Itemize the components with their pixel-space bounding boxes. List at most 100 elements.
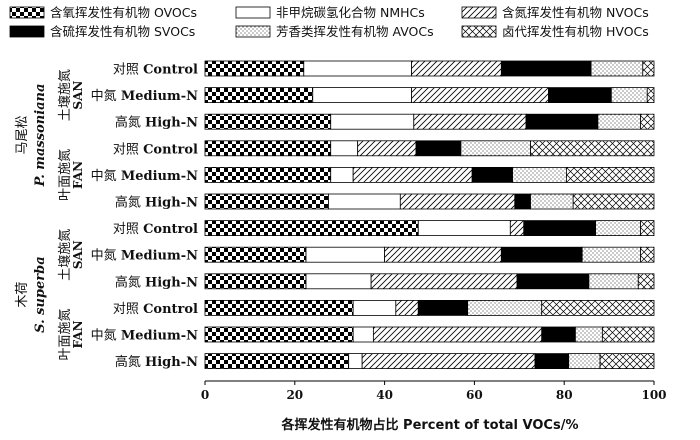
bar-segment-5-row-6	[530, 193, 574, 210]
bar-segment-2-row-4	[330, 140, 359, 157]
row-label: 高氮 High-N	[115, 274, 198, 290]
bar-segment-3-row-5	[352, 166, 473, 183]
bar-segment-4-row-6	[514, 193, 531, 210]
bar-segment-4-row-3	[525, 113, 599, 130]
bar-segment-1-row-9	[204, 273, 307, 290]
bar-segment-3-row-3	[413, 113, 527, 130]
bar-segment-6-row-10	[541, 299, 655, 316]
treatment-group-label: 土壤施氮	[57, 229, 73, 281]
x-axis-label: 各挥发性有机物占比 Percent of total VOCs/%	[281, 417, 579, 433]
row-label: 高氮 High-N	[115, 115, 198, 131]
row-label: 中氮 Medium-N	[91, 89, 198, 104]
legend-label-6: 卤代挥发性有机物 HVOCs	[502, 24, 649, 39]
species-label-cn: 木荷	[15, 282, 30, 308]
bar-segment-4-row-11	[541, 326, 576, 343]
bar-segment-4-row-5	[471, 166, 513, 183]
treatment-group-abbr: FAN	[71, 320, 85, 348]
bar-segment-5-row-2	[610, 87, 648, 103]
bar-segment-6-row-1	[642, 60, 655, 77]
bar-segment-6-row-3	[640, 113, 655, 130]
row-label: 中氮 Medium-N	[91, 169, 198, 184]
legend-swatch-2	[235, 6, 271, 19]
treatment-group-label: 叶面施氮	[58, 308, 73, 360]
bar-segment-4-row-2	[548, 87, 612, 103]
bar-segment-3-row-10	[395, 299, 419, 316]
bar-segment-6-row-9	[637, 273, 655, 290]
bar-segment-3-row-4	[357, 140, 417, 157]
bar-segment-1-row-11	[204, 326, 354, 343]
bar-segment-1-row-5	[204, 166, 332, 183]
legend-swatch-5	[235, 25, 271, 38]
bar-segment-2-row-7	[417, 220, 511, 237]
bar-segment-5-row-3	[597, 113, 641, 130]
treatment-group-abbr: SAN	[71, 240, 85, 269]
bar-segment-1-row-4	[204, 140, 332, 157]
bar-segment-2-row-12	[348, 353, 363, 370]
bar-segment-5-row-1	[590, 60, 644, 77]
species-label-cn: 马尾松	[15, 115, 30, 154]
legend-label-2: 非甲烷碳氢化合物 NMHCs	[276, 5, 425, 20]
bars	[204, 60, 655, 370]
bar-segment-3-row-1	[411, 60, 502, 77]
legend-swatch-1	[9, 6, 45, 19]
row-label: 对照 Control	[113, 222, 198, 237]
legend: 含氧挥发性有机物 OVOCs 非甲烷碳氢化合物 NMHCs 含氮挥发性有机物 NVO…	[9, 5, 649, 39]
species-label-latin: P. massoniana	[33, 84, 48, 188]
bar-segment-4-row-9	[516, 273, 590, 290]
bar-segment-3-row-2	[411, 87, 549, 103]
x-tick-label: 60	[466, 388, 483, 402]
bar-segment-5-row-9	[588, 273, 639, 290]
bar-segment-3-row-8	[384, 246, 502, 263]
x-tick-label: 20	[286, 388, 303, 402]
row-label: 中氮 Medium-N	[91, 249, 198, 264]
bar-segment-3-row-7	[509, 220, 525, 237]
bar-segment-1-row-12	[204, 353, 350, 370]
row-label: 对照 Control	[113, 142, 198, 157]
bar-segment-5-row-12	[568, 353, 601, 370]
legend-label-1: 含氧挥发性有机物 OVOCs	[50, 5, 197, 20]
legend-swatch-6	[461, 25, 497, 38]
bar-segment-4-row-10	[417, 299, 469, 316]
bar-segment-3-row-6	[399, 193, 516, 210]
bar-segment-1-row-7	[204, 220, 419, 237]
bar-segment-6-row-6	[572, 193, 655, 210]
x-axis: 0 20 40 60 80 100	[201, 380, 667, 402]
bar-segment-1-row-1	[204, 60, 305, 77]
bar-segment-2-row-8	[305, 246, 385, 263]
bar-segment-5-row-10	[467, 299, 543, 316]
bar-segment-6-row-8	[640, 246, 655, 263]
row-label: 对照 Control	[113, 302, 198, 317]
bar-segment-1-row-2	[204, 87, 314, 103]
row-labels: 对照 Control 中氮 Medium-N 高氮 High-N 对照 Control…	[91, 63, 198, 371]
bar-segment-5-row-11	[575, 326, 603, 343]
x-tick-label: 80	[556, 388, 573, 402]
bar-segment-4-row-12	[534, 353, 570, 370]
bar-segment-1-row-6	[204, 193, 329, 210]
bar-segment-3-row-9	[370, 273, 518, 290]
bar-segment-6-row-5	[566, 166, 655, 183]
bar-segment-5-row-7	[595, 220, 641, 237]
bar-segment-4-row-4	[415, 140, 462, 157]
treatment-group-abbr: FAN	[71, 161, 85, 189]
row-label: 中氮 Medium-N	[91, 329, 198, 344]
legend-label-3: 含氮挥发性有机物 NVOCs	[502, 5, 649, 20]
bar-segment-2-row-1	[303, 60, 412, 77]
bar-segment-6-row-12	[599, 353, 655, 370]
bar-segment-6-row-2	[646, 87, 655, 103]
bar-segment-6-row-7	[640, 220, 655, 237]
bar-segment-1-row-3	[204, 113, 332, 130]
bar-segment-5-row-5	[512, 166, 567, 183]
legend-swatch-4	[9, 25, 45, 38]
bar-segment-3-row-11	[372, 326, 543, 343]
bar-segment-5-row-8	[581, 246, 641, 263]
bar-segment-1-row-8	[204, 246, 307, 263]
x-tick-label: 0	[201, 388, 209, 402]
bar-segment-2-row-2	[312, 87, 412, 103]
bar-segment-2-row-11	[352, 326, 374, 343]
legend-label-4: 含硫挥发性有机物 SVOCs	[50, 24, 195, 39]
bar-segment-2-row-5	[330, 166, 354, 183]
bar-segment-6-row-4	[530, 140, 655, 157]
bar-segment-6-row-11	[601, 326, 655, 343]
